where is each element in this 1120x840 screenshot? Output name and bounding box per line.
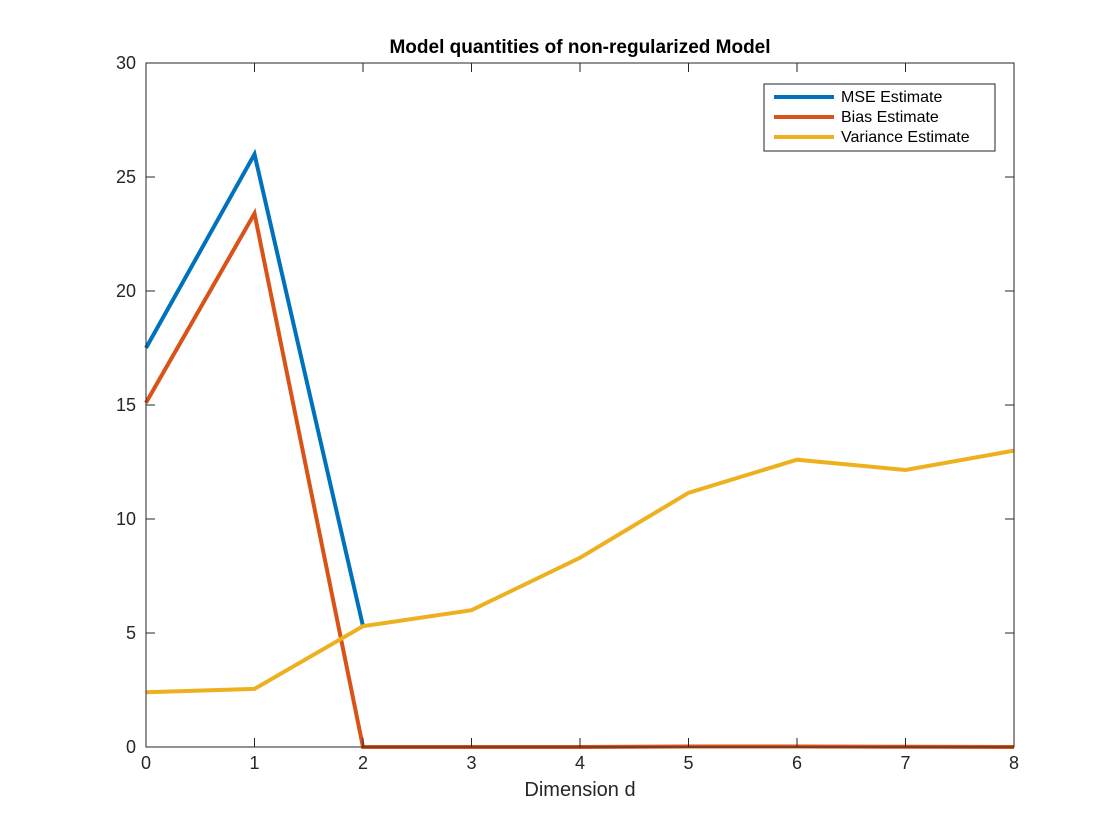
x-tick-label: 5 xyxy=(683,753,693,773)
x-tick-label: 7 xyxy=(900,753,910,773)
x-tick-label: 3 xyxy=(466,753,476,773)
x-tick-label: 2 xyxy=(358,753,368,773)
x-tick-label: 8 xyxy=(1009,753,1019,773)
series-line-0 xyxy=(144,148,365,627)
y-tick-label: 20 xyxy=(116,281,136,301)
x-axis-title: Dimension d xyxy=(524,779,635,801)
ticks-layer: 0 1 2 3 4 5 6 7 8 0 5 10 15 20 25 30 xyxy=(116,53,1019,773)
y-tick-label: 25 xyxy=(116,167,136,187)
y-tick-label: 5 xyxy=(126,623,136,643)
series-line-2 xyxy=(145,448,1015,695)
legend-label-0: MSE Estimate xyxy=(841,89,942,106)
plot-area xyxy=(146,63,1014,747)
x-tick-label: 6 xyxy=(792,753,802,773)
y-tick-label: 10 xyxy=(116,509,136,529)
y-tick-label: 15 xyxy=(116,395,136,415)
x-tick-label: 4 xyxy=(575,753,585,773)
chart-title: Model quantities of non-regularized Mode… xyxy=(389,37,770,58)
y-tick-label: 30 xyxy=(116,53,136,73)
legend: MSE Estimate Bias Estimate Variance Estima… xyxy=(763,83,996,152)
x-tick-label: 0 xyxy=(141,753,151,773)
x-tick-label: 1 xyxy=(249,753,259,773)
y-tick-label: 0 xyxy=(126,737,136,757)
legend-label-1: Bias Estimate xyxy=(841,109,939,126)
legend-label-2: Variance Estimate xyxy=(841,129,970,146)
